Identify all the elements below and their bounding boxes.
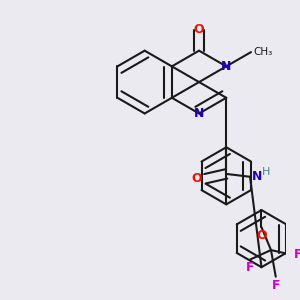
Text: N: N (194, 107, 204, 120)
Text: CH₃: CH₃ (254, 47, 273, 57)
Text: F: F (272, 279, 280, 292)
Text: O: O (256, 229, 267, 242)
Text: O: O (191, 172, 202, 185)
Text: N: N (221, 60, 232, 73)
Text: N: N (252, 170, 262, 183)
Text: F: F (294, 248, 300, 261)
Text: O: O (194, 23, 204, 36)
Text: F: F (246, 262, 254, 275)
Text: H: H (262, 167, 270, 177)
